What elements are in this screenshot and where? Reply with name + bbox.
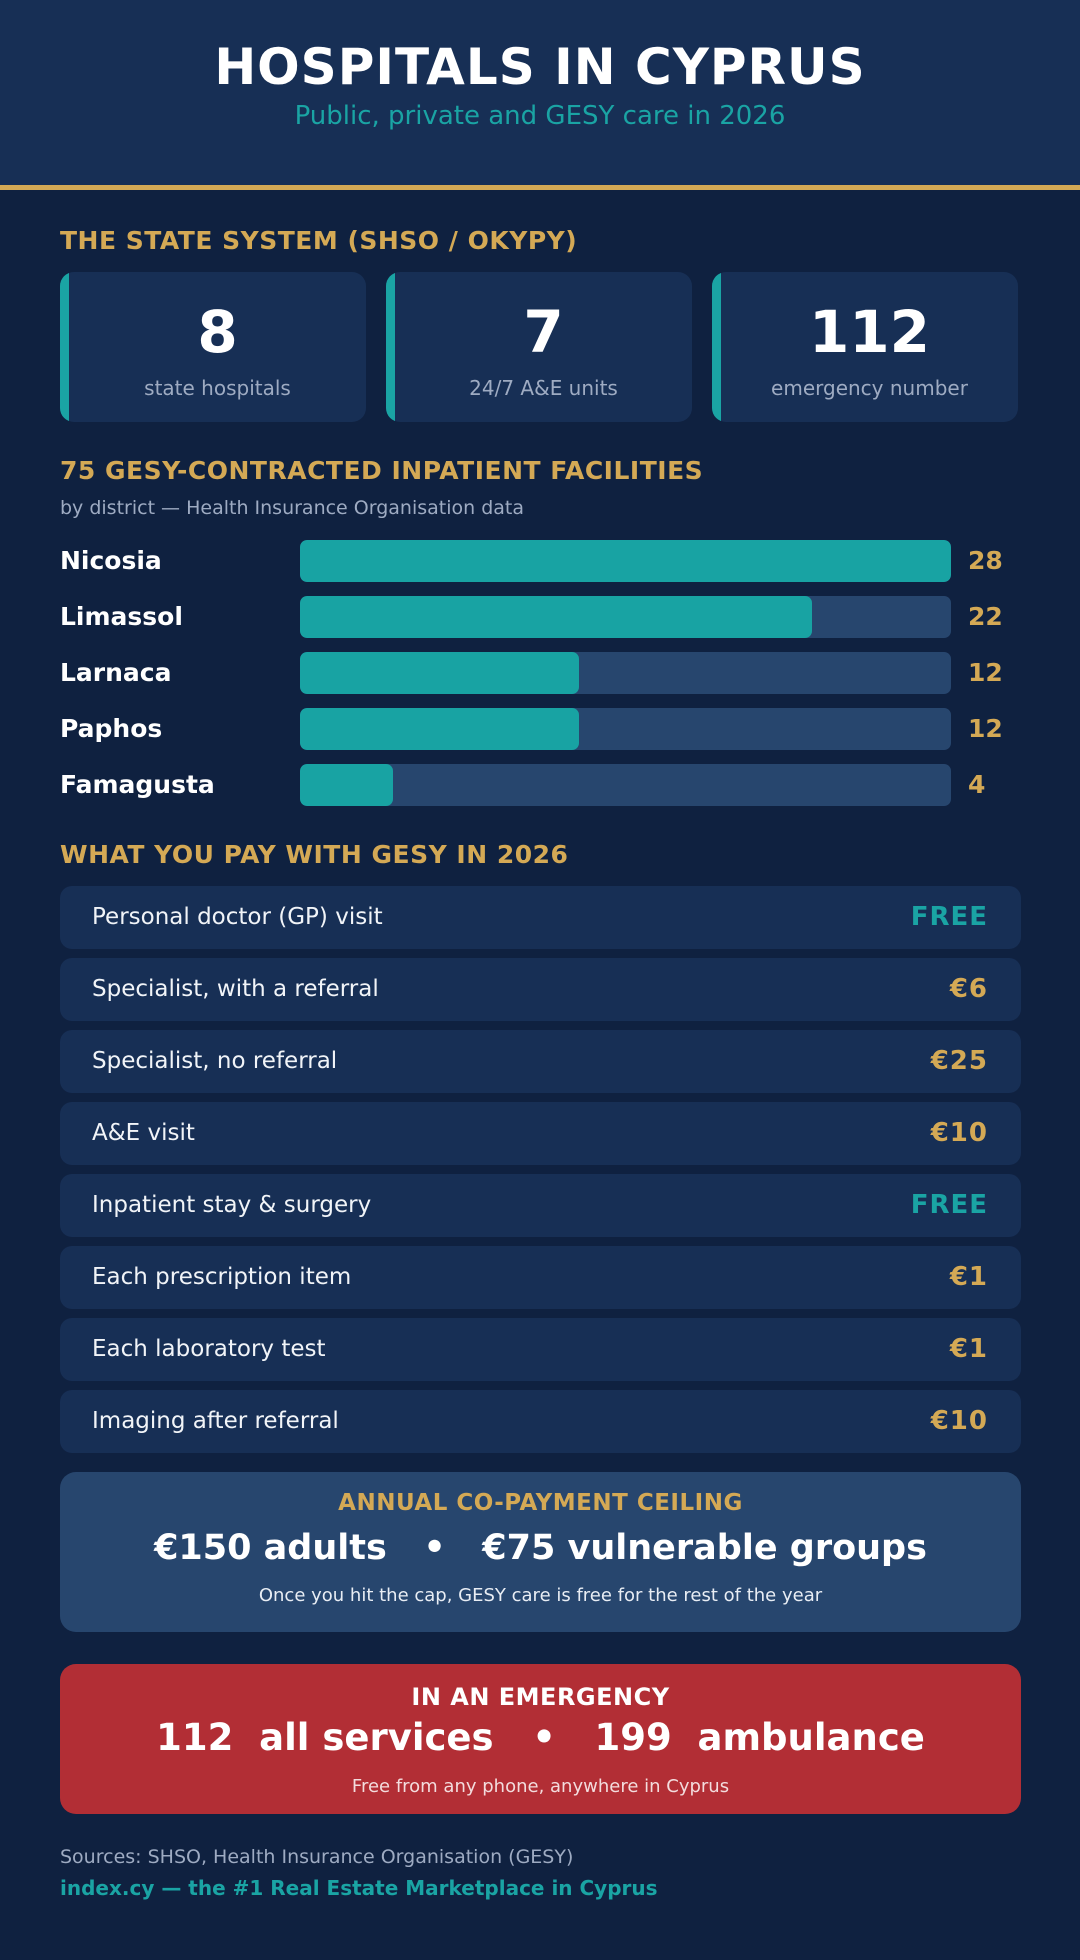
district-name: Paphos bbox=[60, 714, 163, 743]
fee-row: Imaging after referral €10 bbox=[60, 1390, 1021, 1453]
fee-label: Specialist, with a referral bbox=[92, 976, 379, 1002]
sources-note: Sources: SHSO, Health Insurance Organisa… bbox=[60, 1846, 574, 1868]
emergency-numbers: 112 all services • 199 ambulance bbox=[156, 1716, 925, 1759]
district-bar-row: Larnaca 12 bbox=[60, 652, 1020, 694]
copayment-ceiling-panel: ANNUAL CO-PAYMENT CEILING €150 adults • … bbox=[60, 1472, 1021, 1632]
stat-card-accent bbox=[386, 272, 395, 422]
district-name: Larnaca bbox=[60, 658, 172, 687]
fee-row: Inpatient stay & surgery FREE bbox=[60, 1174, 1021, 1237]
emergency-title: IN AN EMERGENCY bbox=[411, 1683, 670, 1711]
fee-price: FREE bbox=[910, 1190, 988, 1220]
fee-label: Each laboratory test bbox=[92, 1336, 326, 1362]
stat-card-hospitals: 8 state hospitals bbox=[60, 272, 366, 422]
ceiling-title: ANNUAL CO-PAYMENT CEILING bbox=[338, 1490, 743, 1516]
page-subtitle: Public, private and GESY care in 2026 bbox=[294, 101, 786, 131]
fee-row: Each laboratory test €1 bbox=[60, 1318, 1021, 1381]
fee-label: Imaging after referral bbox=[92, 1408, 339, 1434]
district-bar-track bbox=[300, 764, 951, 806]
stat-card-emergency-number: 112 emergency number bbox=[712, 272, 1018, 422]
facilities-subheading: by district — Health Insurance Organisat… bbox=[60, 497, 525, 519]
district-value: 28 bbox=[968, 546, 1003, 575]
district-bar-fill bbox=[300, 652, 579, 694]
header: HOSPITALS IN CYPRUS Public, private and … bbox=[0, 0, 1080, 188]
district-value: 22 bbox=[968, 602, 1003, 631]
fee-label: A&E visit bbox=[92, 1120, 195, 1146]
header-divider bbox=[0, 185, 1080, 190]
fee-row: A&E visit €10 bbox=[60, 1102, 1021, 1165]
fee-label: Inpatient stay & surgery bbox=[92, 1192, 372, 1218]
district-bar-fill bbox=[300, 596, 812, 638]
district-bar-fill bbox=[300, 540, 951, 582]
page-title: HOSPITALS IN CYPRUS bbox=[214, 38, 866, 96]
fee-row: Personal doctor (GP) visit FREE bbox=[60, 886, 1021, 949]
fee-label: Personal doctor (GP) visit bbox=[92, 904, 383, 930]
stat-label: 24/7 A&E units bbox=[469, 376, 618, 400]
district-bar-track bbox=[300, 596, 951, 638]
district-bar-row: Limassol 22 bbox=[60, 596, 1020, 638]
stat-label: state hospitals bbox=[144, 376, 291, 400]
district-bar-row: Famagusta 4 bbox=[60, 764, 1020, 806]
district-bar-row: Paphos 12 bbox=[60, 708, 1020, 750]
stat-card-accent bbox=[60, 272, 69, 422]
stat-card-accent bbox=[712, 272, 721, 422]
district-name: Limassol bbox=[60, 602, 183, 631]
district-bar-fill bbox=[300, 764, 393, 806]
fee-price: €1 bbox=[949, 1262, 988, 1292]
district-bar-track bbox=[300, 652, 951, 694]
district-bar-fill bbox=[300, 708, 579, 750]
state-system-heading: THE STATE SYSTEM (SHSO / OKYPY) bbox=[60, 226, 578, 255]
emergency-note: Free from any phone, anywhere in Cyprus bbox=[351, 1776, 730, 1797]
emergency-panel: IN AN EMERGENCY 112 all services • 199 a… bbox=[60, 1664, 1021, 1814]
fee-row: Each prescription item €1 bbox=[60, 1246, 1021, 1309]
stat-value: 8 bbox=[197, 298, 238, 366]
fee-price: €25 bbox=[930, 1046, 988, 1076]
stat-label: emergency number bbox=[771, 376, 968, 400]
fee-row: Specialist, no referral €25 bbox=[60, 1030, 1021, 1093]
fee-price: €10 bbox=[930, 1118, 988, 1148]
fee-price: FREE bbox=[910, 902, 988, 932]
fee-row: Specialist, with a referral €6 bbox=[60, 958, 1021, 1021]
district-bar-track bbox=[300, 708, 951, 750]
district-bar-row: Nicosia 28 bbox=[60, 540, 1020, 582]
district-bar-track bbox=[300, 540, 951, 582]
district-value: 12 bbox=[968, 714, 1003, 743]
ceiling-note: Once you hit the cap, GESY care is free … bbox=[258, 1585, 823, 1606]
district-name: Famagusta bbox=[60, 770, 215, 799]
stat-card-ae-units: 7 24/7 A&E units bbox=[386, 272, 692, 422]
district-name: Nicosia bbox=[60, 546, 162, 575]
fee-label: Each prescription item bbox=[92, 1264, 352, 1290]
fee-price: €10 bbox=[930, 1406, 988, 1436]
stat-value: 7 bbox=[523, 298, 564, 366]
fees-heading: WHAT YOU PAY WITH GESY IN 2026 bbox=[60, 840, 569, 869]
brand-link[interactable]: index.cy — the #1 Real Estate Marketplac… bbox=[60, 1876, 658, 1900]
district-value: 12 bbox=[968, 658, 1003, 687]
ceiling-amounts: €150 adults • €75 vulnerable groups bbox=[154, 1528, 927, 1568]
fee-price: €6 bbox=[949, 974, 988, 1004]
district-value: 4 bbox=[968, 770, 986, 799]
fee-price: €1 bbox=[949, 1334, 988, 1364]
facilities-heading: 75 GESY-CONTRACTED INPATIENT FACILITIES bbox=[60, 456, 704, 485]
fee-label: Specialist, no referral bbox=[92, 1048, 338, 1074]
stat-value: 112 bbox=[808, 298, 931, 366]
